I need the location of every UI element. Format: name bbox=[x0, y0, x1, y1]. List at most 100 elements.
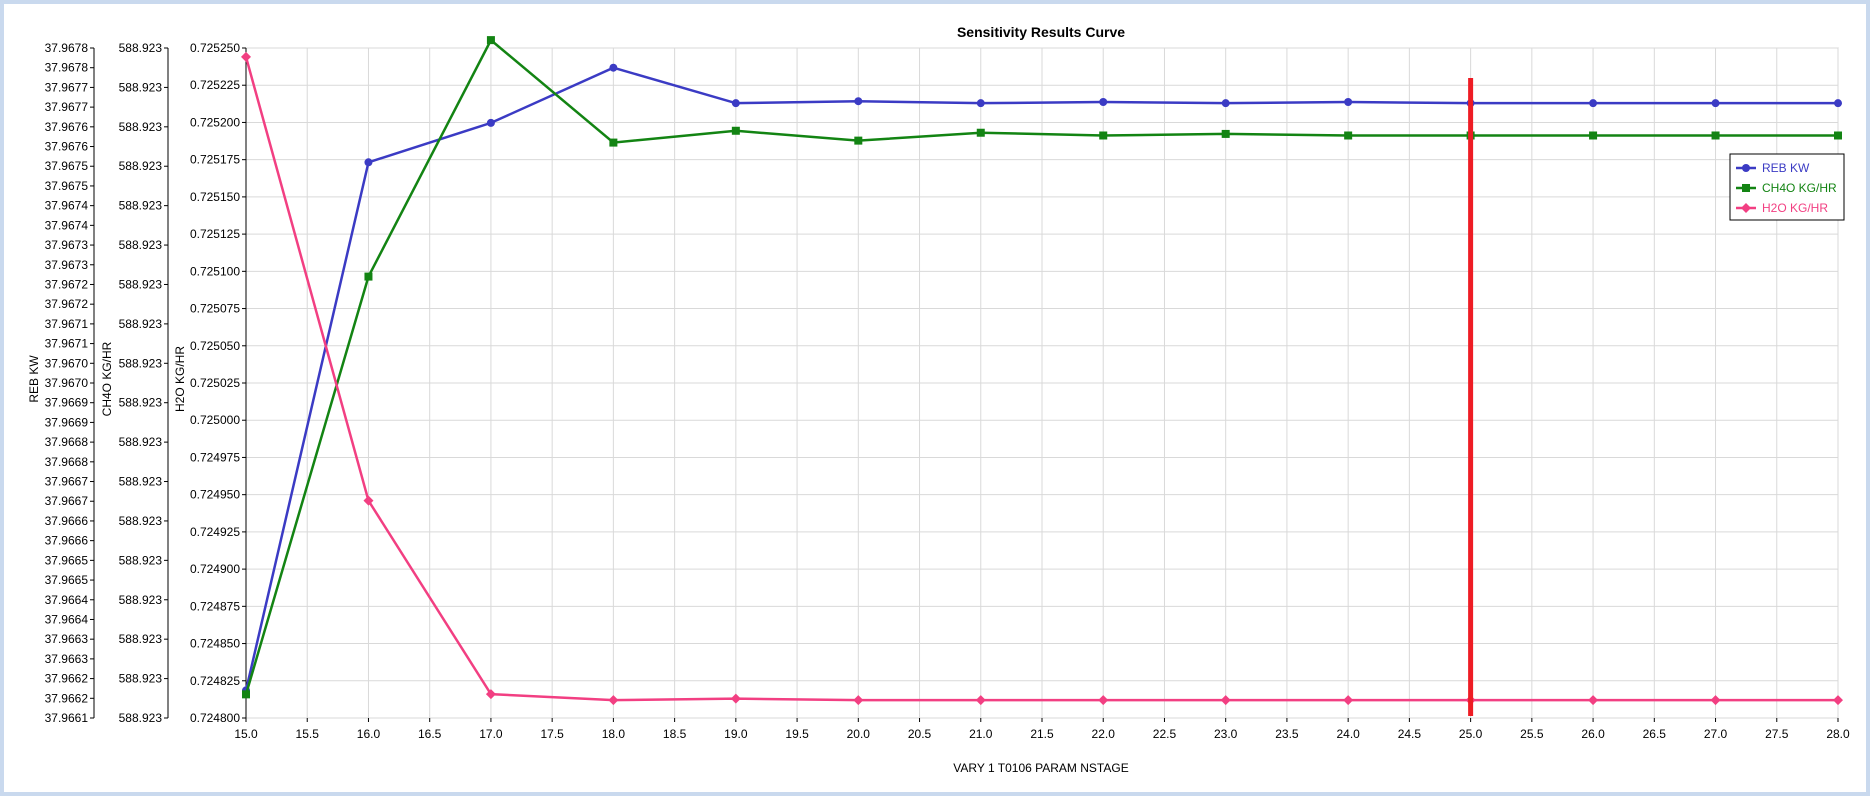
series-line-1 bbox=[244, 38, 1838, 695]
y-tick-label-1: 588.923 bbox=[119, 120, 163, 134]
data-point bbox=[1711, 99, 1720, 108]
tick-labels: 15.0 15.5 16.0 16.5 17.0 17.5 18.0 18.5 19.0 19.5… bbox=[45, 41, 1850, 741]
axes bbox=[90, 47, 1839, 722]
y-tick-label-0: 37.9666 bbox=[45, 534, 89, 548]
x-tick-label: 19.5 bbox=[785, 727, 809, 741]
x-tick-label: 25.5 bbox=[1520, 727, 1544, 741]
x-tick-label: 21.0 bbox=[969, 727, 993, 741]
y-tick-label-1: 588.923 bbox=[119, 475, 163, 489]
data-point bbox=[1343, 695, 1354, 706]
data-point bbox=[1220, 695, 1231, 706]
y-tick-label-2: 0.725050 bbox=[190, 339, 240, 353]
legend-swatch-marker bbox=[1742, 164, 1750, 172]
x-tick-label: 25.0 bbox=[1459, 727, 1483, 741]
data-point bbox=[1834, 99, 1842, 108]
y-tick-label-1: 588.923 bbox=[119, 553, 163, 567]
y-tick-label-0: 37.9666 bbox=[45, 514, 89, 528]
x-tick-label: 27.5 bbox=[1765, 727, 1789, 741]
data-point bbox=[1221, 129, 1230, 138]
y-tick-label-2: 0.725075 bbox=[190, 302, 240, 316]
y-tick-label-2: 0.724925 bbox=[190, 525, 240, 539]
legend: REB KW CH4O KG/HR H2O KG/HR bbox=[1729, 153, 1845, 221]
data-point bbox=[731, 126, 740, 135]
x-tick-label: 24.0 bbox=[1336, 727, 1360, 741]
data-point bbox=[486, 36, 495, 45]
data-point bbox=[854, 136, 863, 145]
data-point bbox=[1588, 695, 1599, 706]
y-tick-label-1: 588.923 bbox=[119, 396, 163, 410]
y-tick-label-0: 37.9672 bbox=[45, 297, 89, 311]
y-tick-label-0: 37.9675 bbox=[45, 179, 89, 193]
y-tick-label-0: 37.9665 bbox=[45, 553, 89, 567]
data-point bbox=[364, 272, 373, 281]
y-tick-label-0: 37.9671 bbox=[45, 337, 89, 351]
x-tick-label: 20.5 bbox=[908, 727, 932, 741]
data-point bbox=[1344, 97, 1353, 106]
y-tick-label-2: 0.725200 bbox=[190, 115, 240, 129]
data-point bbox=[485, 689, 496, 700]
data-point bbox=[609, 63, 618, 72]
data-point bbox=[1711, 131, 1720, 140]
y-tick-label-0: 37.9675 bbox=[45, 159, 89, 173]
data-point bbox=[976, 99, 985, 108]
y-tick-label-1: 588.923 bbox=[119, 435, 163, 449]
y-tick-label-0: 37.9674 bbox=[45, 199, 89, 213]
series-line-0 bbox=[244, 66, 1838, 691]
legend-label: CH4O KG/HR bbox=[1762, 181, 1837, 195]
data-point bbox=[1710, 695, 1721, 706]
data-point bbox=[363, 495, 374, 506]
data-point bbox=[1099, 131, 1108, 140]
x-tick-label: 23.5 bbox=[1275, 727, 1299, 741]
y-tick-label-0: 37.9674 bbox=[45, 218, 89, 232]
data-point bbox=[608, 695, 619, 706]
y-tick-label-0: 37.9663 bbox=[45, 652, 89, 666]
x-axis-label: VARY 1 T0106 PARAM NSTAGE bbox=[953, 761, 1128, 775]
y-axis-label-reb: REB KW bbox=[27, 355, 41, 403]
y-tick-label-1: 588.923 bbox=[119, 672, 163, 686]
legend-label: REB KW bbox=[1762, 161, 1810, 175]
y-tick-label-0: 37.9665 bbox=[45, 573, 89, 587]
legend-label: H2O KG/HR bbox=[1762, 201, 1828, 215]
chart-title: Sensitivity Results Curve bbox=[957, 24, 1125, 40]
y-tick-label-2: 0.724975 bbox=[190, 450, 240, 464]
legend-swatch-marker bbox=[1741, 203, 1751, 213]
y-tick-label-1: 588.923 bbox=[119, 41, 163, 55]
y-tick-label-0: 37.9661 bbox=[45, 711, 89, 725]
data-point bbox=[730, 693, 741, 704]
y-tick-label-0: 37.9677 bbox=[45, 100, 89, 114]
data-point bbox=[1589, 99, 1598, 108]
data-point bbox=[976, 128, 985, 137]
data-point bbox=[1834, 131, 1842, 140]
y-tick-label-0: 37.9678 bbox=[45, 61, 89, 75]
y-tick-label-1: 588.923 bbox=[119, 514, 163, 528]
x-tick-label: 17.0 bbox=[479, 727, 503, 741]
data-point bbox=[1221, 99, 1230, 108]
x-tick-label: 16.0 bbox=[357, 727, 381, 741]
y-tick-label-0: 37.9668 bbox=[45, 435, 89, 449]
series-line-2 bbox=[244, 56, 1838, 702]
y-tick-label-2: 0.725175 bbox=[190, 153, 240, 167]
y-tick-label-2: 0.725225 bbox=[190, 78, 240, 92]
y-tick-label-1: 588.923 bbox=[119, 317, 163, 331]
x-tick-label: 16.5 bbox=[418, 727, 442, 741]
data-point bbox=[854, 97, 863, 106]
data-point bbox=[731, 99, 740, 108]
y-tick-label-1: 588.923 bbox=[119, 80, 163, 94]
y-tick-label-1: 588.923 bbox=[119, 238, 163, 252]
y-tick-label-1: 588.923 bbox=[119, 356, 163, 370]
y-tick-label-2: 0.725250 bbox=[190, 41, 240, 55]
y-tick-label-2: 0.725125 bbox=[190, 227, 240, 241]
y-tick-label-0: 37.9678 bbox=[45, 41, 89, 55]
y-tick-label-1: 588.923 bbox=[119, 199, 163, 213]
x-tick-label: 15.5 bbox=[296, 727, 320, 741]
y-tick-label-2: 0.725025 bbox=[190, 376, 240, 390]
x-tick-label: 18.0 bbox=[602, 727, 626, 741]
y-tick-label-0: 37.9672 bbox=[45, 277, 89, 291]
y-tick-label-2: 0.725100 bbox=[190, 264, 240, 278]
legend-swatch-marker bbox=[1742, 184, 1750, 192]
y-tick-label-2: 0.724825 bbox=[190, 674, 240, 688]
y-tick-label-1: 588.923 bbox=[119, 277, 163, 291]
x-tick-label: 24.5 bbox=[1398, 727, 1422, 741]
y-tick-label-2: 0.724950 bbox=[190, 488, 240, 502]
